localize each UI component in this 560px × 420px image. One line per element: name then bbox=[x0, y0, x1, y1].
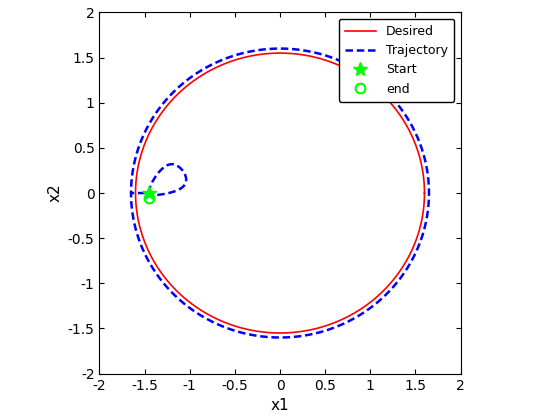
Desired bbox=[419, 215, 426, 220]
Trajectory bbox=[128, 191, 134, 196]
Trajectory bbox=[139, 247, 146, 252]
Desired bbox=[421, 191, 428, 196]
Trajectory bbox=[320, 52, 326, 57]
Line: Trajectory: Trajectory bbox=[131, 49, 429, 338]
Desired bbox=[414, 147, 421, 152]
X-axis label: x1: x1 bbox=[270, 398, 290, 413]
Trajectory bbox=[204, 64, 211, 69]
Trajectory bbox=[210, 61, 217, 66]
Trajectory bbox=[148, 264, 155, 269]
Y-axis label: x2: x2 bbox=[47, 184, 62, 202]
Trajectory bbox=[277, 46, 284, 51]
Desired bbox=[421, 191, 428, 196]
Desired bbox=[137, 156, 143, 161]
Desired bbox=[311, 326, 318, 331]
Desired bbox=[419, 215, 426, 220]
Trajectory bbox=[277, 335, 284, 340]
Desired bbox=[277, 50, 283, 55]
Trajectory bbox=[146, 191, 152, 196]
Trajectory bbox=[355, 313, 362, 318]
Legend: Desired, Trajectory, Start, end: Desired, Trajectory, Start, end bbox=[339, 19, 454, 102]
Desired bbox=[133, 179, 139, 184]
Desired bbox=[277, 331, 283, 336]
Line: Desired: Desired bbox=[136, 53, 424, 333]
